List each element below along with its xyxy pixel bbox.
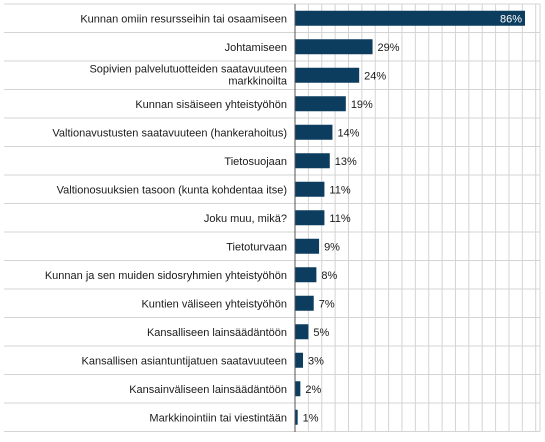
bar (295, 67, 360, 83)
bar (295, 96, 346, 112)
category-label: Kunnan ja sen muiden sidosryhmien yhteis… (45, 270, 287, 282)
category-label: Joku muu, mikä? (204, 213, 287, 225)
value-label: 2% (305, 384, 321, 396)
category-label: Tietoturvaan (226, 241, 287, 253)
bar (295, 153, 330, 169)
value-label: 14% (337, 127, 359, 139)
bar (295, 124, 333, 140)
category-label: Kunnan omiin resursseihin tai osaamiseen (80, 13, 287, 25)
value-label: 5% (313, 327, 329, 339)
vertical-gridlines (307, 4, 541, 432)
category-label: Sopivien palvelutuotteiden saatavuuteen m… (89, 63, 287, 87)
value-label: 11% (329, 184, 350, 196)
bar (295, 381, 301, 397)
value-label: 3% (308, 355, 324, 367)
category-label: Kansainväliseen lainsäädäntöön (129, 384, 287, 396)
bar (295, 210, 325, 226)
bar (295, 409, 298, 425)
category-label: Valtionosuuksien tasoon (kunta kohdentaa… (57, 184, 287, 196)
bar (295, 324, 309, 340)
bar (295, 295, 314, 311)
category-label: Kansallisen asiantuntijatuen saatavuutee… (82, 355, 287, 367)
value-label: 19% (351, 99, 373, 111)
bars (295, 10, 525, 425)
category-label: Kuntien väliseen yhteistyöhön (141, 298, 287, 310)
category-label: Markkinointiin tai viestintään (149, 412, 287, 424)
bar (295, 267, 317, 283)
bar (295, 10, 525, 26)
value-label: 11% (329, 213, 350, 225)
category-label: Kunnan sisäiseen yhteistyöhön (135, 99, 287, 111)
value-label: 13% (335, 156, 357, 168)
value-label: 8% (321, 270, 337, 282)
category-labels: Kunnan omiin resursseihin tai osaamiseen… (45, 13, 288, 424)
category-label: Tietosuojaan (224, 156, 287, 168)
bar (295, 238, 320, 254)
value-label: 9% (324, 241, 340, 253)
value-labels: 86% 29% 24% 19% 14% 13% 11% 11% 9% 8% 7% 5% 3% 2% 1% (303, 13, 523, 424)
category-label: Johtamiseen (225, 42, 287, 54)
category-label: Kansalliseen lainsäädäntöön (147, 327, 287, 339)
value-label: 7% (319, 298, 335, 310)
value-label: 1% (303, 412, 319, 424)
row-separators (4, 3, 540, 432)
value-label: 29% (378, 42, 400, 54)
bar (295, 39, 373, 55)
bar (295, 352, 304, 368)
value-label: 86% (500, 13, 522, 25)
bar (295, 181, 325, 197)
value-label: 24% (364, 70, 386, 82)
category-label: Valtionavustusten saatavuuteen (hankerah… (52, 127, 287, 139)
